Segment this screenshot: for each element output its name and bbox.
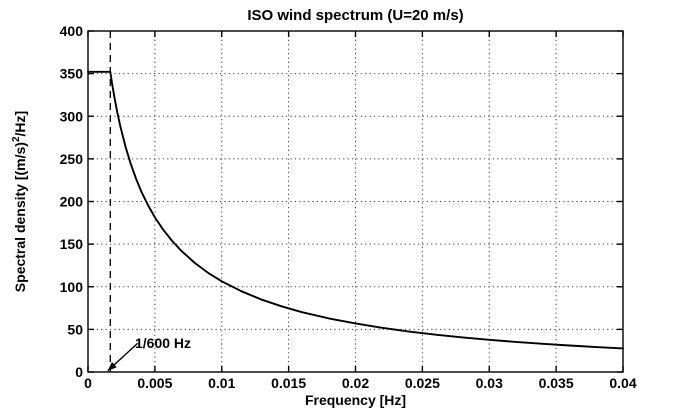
x-tick-label: 0.01 [208,375,235,391]
y-tick-label: 150 [60,236,84,252]
annotation-text: 1/600 Hz [135,335,191,351]
y-axis-label: Spectral density [(m/s)2/Hz] [11,111,28,292]
annotation-group: 1/600 Hz [107,335,191,372]
y-axis-label-superscript: 2 [11,136,22,142]
y-tick-label: 50 [67,321,83,337]
x-tick-label: 0 [84,375,92,391]
tick-labels: 0 0.005 0.01 0.015 0.02 0.025 0.03 0.035 0.04 0 50… [60,23,637,391]
x-tick-label: 0.04 [609,375,636,391]
y-tick-label: 250 [60,151,84,167]
x-tick-label: 0.015 [271,375,306,391]
spectrum-curve [87,70,624,350]
y-axis-label-suffix: /Hz] [12,111,28,137]
x-tick-label: 0.035 [539,375,574,391]
y-tick-label: 400 [60,23,84,39]
x-tick-label: 0.005 [137,375,172,391]
x-tick-label: 0.025 [405,375,440,391]
y-axis-label-main: Spectral density [(m/s) [12,142,28,292]
y-tick-label: 100 [60,279,84,295]
grid-lines [88,31,623,372]
annotation-arrow-head [107,361,117,371]
x-tick-label: 0.02 [342,375,369,391]
x-axis-label: Frequency [Hz] [305,392,406,408]
y-tick-label: 200 [60,194,84,210]
axes-box [87,30,624,373]
y-tick-label: 0 [75,364,83,380]
x-tick-label: 0.03 [476,375,503,391]
chart-title: ISO wind spectrum (U=20 m/s) [247,7,463,24]
y-tick-label: 300 [60,108,84,124]
y-tick-label: 350 [60,66,84,82]
